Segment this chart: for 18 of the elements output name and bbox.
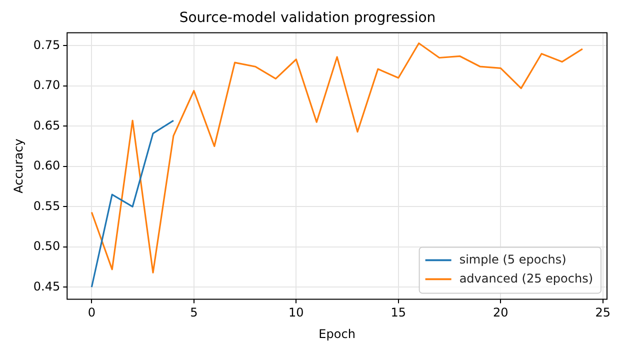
y-tick-label: 0.60	[33, 158, 60, 173]
y-tick-label: 0.50	[33, 239, 60, 254]
y-tick-label: 0.75	[33, 38, 60, 52]
y-tick-label: 0.55	[33, 198, 60, 213]
x-tick-label: 15	[390, 306, 406, 320]
x-tick-label: 5	[190, 306, 198, 320]
x-tick-label: 10	[288, 306, 304, 320]
y-tick-label: 0.65	[33, 118, 60, 132]
x-axis-title: Epoch	[318, 326, 356, 341]
y-tick-label: 0.45	[33, 279, 60, 294]
y-axis-title: Accuracy	[11, 138, 26, 194]
legend-label: advanced (25 epochs)	[459, 271, 593, 286]
chart-title: Source-model validation progression	[179, 10, 436, 26]
x-tick-label: 25	[595, 306, 611, 320]
x-tick-label: 20	[493, 306, 508, 320]
y-tick-label: 0.70	[33, 78, 60, 92]
legend-label: simple (5 epochs)	[459, 252, 566, 266]
x-tick-label: 0	[88, 306, 96, 320]
